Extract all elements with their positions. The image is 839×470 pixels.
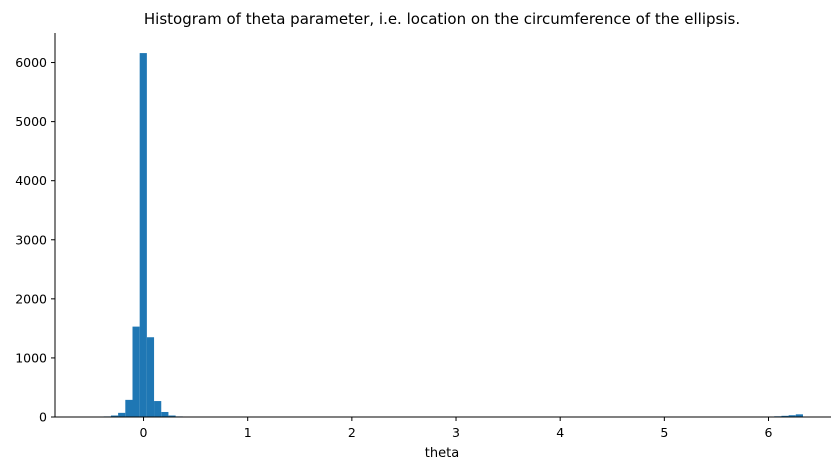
chart-title: Histogram of theta parameter, i.e. locat… [144, 10, 740, 28]
y-tick-label: 5000 [15, 114, 47, 129]
y-tick-label: 3000 [15, 232, 47, 247]
x-tick-label: 2 [348, 425, 356, 440]
x-axis-ticks: 0 1 2 3 4 5 6 [140, 417, 773, 440]
y-tick-label: 2000 [15, 291, 47, 306]
y-axis-ticks: 0 1000 2000 3000 4000 5000 6000 [15, 55, 55, 425]
histogram-bar-11 [168, 415, 176, 417]
histogram-bar-17 [788, 415, 796, 417]
histogram-bar-18 [795, 414, 803, 417]
histogram-bar-6 [132, 326, 140, 417]
y-tick-label: 1000 [15, 350, 47, 365]
x-tick-label: 3 [452, 425, 460, 440]
histogram-bar-9 [154, 401, 162, 417]
x-tick-label: 0 [140, 425, 148, 440]
histogram-bar-4 [118, 412, 126, 417]
x-tick-label: 1 [244, 425, 252, 440]
x-tick-label: 4 [556, 425, 564, 440]
histogram-bar-8 [146, 337, 155, 417]
histogram-bars [89, 53, 803, 418]
histogram-bar-7 [139, 53, 147, 418]
x-tick-label: 6 [765, 425, 773, 440]
histogram-bar-10 [161, 411, 169, 417]
y-tick-label: 4000 [15, 173, 47, 188]
x-tick-label: 5 [660, 425, 668, 440]
y-tick-label: 0 [39, 410, 47, 425]
histogram-bar-16 [781, 415, 789, 417]
y-tick-label: 6000 [15, 55, 47, 70]
histogram-bar-5 [125, 399, 133, 417]
histogram-bar-3 [110, 415, 119, 417]
x-axis-label: theta [425, 446, 459, 461]
